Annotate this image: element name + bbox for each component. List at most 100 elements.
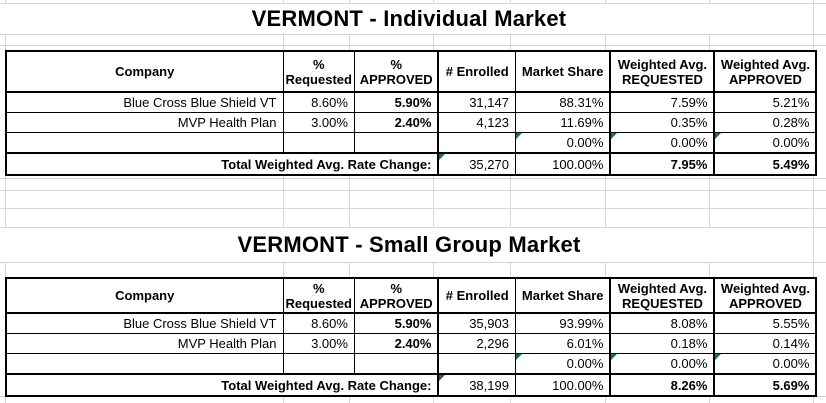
cell-enrolled[interactable]: 4,123 xyxy=(437,112,516,133)
cell-enrolled[interactable] xyxy=(437,132,516,154)
cell-weighted-requested[interactable]: 8.08% xyxy=(609,312,715,334)
gridline-v xyxy=(813,0,814,403)
cell-weighted-requested[interactable]: 0.00% xyxy=(609,353,715,375)
cell-weighted-requested[interactable]: 7.59% xyxy=(609,91,715,113)
gridline-v xyxy=(510,0,511,403)
cell-total-market-share[interactable]: 100.00% xyxy=(514,152,611,176)
cell-company[interactable]: MVP Health Plan xyxy=(5,333,284,354)
cell-market-share[interactable]: 0.00% xyxy=(514,132,611,154)
header-text: APPROVED xyxy=(359,71,433,87)
gridline-v xyxy=(433,0,434,403)
cell-value: 0.00% xyxy=(772,135,810,150)
cell-total-weighted-requested[interactable]: 8.26% xyxy=(609,373,715,397)
cell-value: 0.00% xyxy=(670,356,708,371)
cell-pct-approved[interactable] xyxy=(353,353,439,375)
cell-weighted-approved[interactable]: 5.21% xyxy=(713,91,817,113)
total-label-cell[interactable]: Total Weighted Avg. Rate Change: xyxy=(5,373,439,397)
header-text: REQUESTED xyxy=(622,295,703,311)
cell-market-share[interactable]: 11.69% xyxy=(514,112,611,133)
header-text: % xyxy=(312,56,325,72)
header-pct-requested[interactable]: % Requested xyxy=(282,277,355,314)
cell-pct-requested[interactable] xyxy=(282,132,355,154)
cell-company[interactable]: Blue Cross Blue Shield VT xyxy=(5,91,284,113)
cell-enrolled[interactable]: 2,296 xyxy=(437,333,516,354)
table-row: MVP Health Plan 3.00% 2.40% 4,123 11.69%… xyxy=(5,112,817,133)
header-enrolled[interactable]: # Enrolled xyxy=(437,277,516,314)
cell-company[interactable]: MVP Health Plan xyxy=(5,112,284,133)
cell-company[interactable] xyxy=(5,353,284,375)
cell-pct-requested[interactable]: 3.00% xyxy=(282,112,355,133)
gridline-v xyxy=(5,0,6,403)
gridline-h xyxy=(0,190,826,191)
cell-pct-approved[interactable]: 2.40% xyxy=(353,333,439,354)
cell-weighted-approved[interactable]: 0.00% xyxy=(713,132,817,154)
table-row: 0.00% 0.00% 0.00% xyxy=(5,132,817,154)
individual-market-table: Company % Requested % APPROVED # Enrolled … xyxy=(5,50,818,176)
total-label-cell[interactable]: Total Weighted Avg. Rate Change: xyxy=(5,152,439,176)
gridline-v xyxy=(605,0,606,403)
cell-market-share[interactable]: 88.31% xyxy=(514,91,611,113)
header-enrolled[interactable]: # Enrolled xyxy=(437,50,516,93)
cell-weighted-approved[interactable]: 0.00% xyxy=(713,353,817,375)
gridline-v xyxy=(349,0,350,403)
table-row: MVP Health Plan 3.00% 2.40% 2,296 6.01% … xyxy=(5,333,817,354)
header-text: % xyxy=(390,56,402,72)
cell-total-weighted-approved[interactable]: 5.49% xyxy=(713,152,817,176)
error-indicator-icon xyxy=(440,376,446,381)
cell-weighted-requested[interactable]: 0.18% xyxy=(609,333,715,354)
cell-total-weighted-approved[interactable]: 5.69% xyxy=(713,373,817,397)
header-text: % xyxy=(390,280,402,296)
table-title-individual-market[interactable]: VERMONT - Individual Market xyxy=(5,4,813,34)
cell-pct-approved[interactable] xyxy=(353,132,439,154)
cell-pct-requested[interactable] xyxy=(282,353,355,375)
header-pct-approved[interactable]: % APPROVED xyxy=(353,50,439,93)
cell-pct-approved[interactable]: 5.90% xyxy=(353,91,439,113)
header-company[interactable]: Company xyxy=(5,50,284,93)
cell-weighted-approved[interactable]: 5.55% xyxy=(713,312,817,334)
table-row: Blue Cross Blue Shield VT 8.60% 5.90% 31… xyxy=(5,91,817,113)
table-row: 0.00% 0.00% 0.00% xyxy=(5,353,817,375)
cell-weighted-approved[interactable]: 0.14% xyxy=(713,333,817,354)
cell-weighted-requested[interactable]: 0.35% xyxy=(609,112,715,133)
cell-value: 35,270 xyxy=(469,156,509,172)
cell-total-enrolled[interactable]: 38,199 xyxy=(437,373,516,397)
header-text: APPROVED xyxy=(728,71,802,87)
cell-enrolled[interactable]: 31,147 xyxy=(437,91,516,113)
header-company[interactable]: Company xyxy=(5,277,284,314)
header-weighted-approved[interactable]: Weighted Avg. APPROVED xyxy=(713,277,817,314)
header-text: # Enrolled xyxy=(445,64,509,79)
header-weighted-requested[interactable]: Weighted Avg. REQUESTED xyxy=(609,277,715,314)
header-text: Weighted Avg. xyxy=(617,56,707,72)
error-indicator-icon xyxy=(716,133,722,139)
cell-market-share[interactable]: 0.00% xyxy=(514,353,611,375)
gridline-v xyxy=(283,0,284,403)
cell-enrolled[interactable] xyxy=(437,353,516,375)
cell-pct-approved[interactable]: 5.90% xyxy=(353,312,439,334)
table-title-small-group-market[interactable]: VERMONT - Small Group Market xyxy=(5,228,813,262)
cell-total-market-share[interactable]: 100.00% xyxy=(514,373,611,397)
header-pct-approved[interactable]: % APPROVED xyxy=(353,277,439,314)
cell-total-weighted-requested[interactable]: 7.95% xyxy=(609,152,715,176)
cell-market-share[interactable]: 93.99% xyxy=(514,312,611,334)
header-market-share[interactable]: Market Share xyxy=(514,277,611,314)
header-market-share[interactable]: Market Share xyxy=(514,50,611,93)
cell-company[interactable]: Blue Cross Blue Shield VT xyxy=(5,312,284,334)
cell-pct-requested[interactable]: 3.00% xyxy=(282,333,355,354)
gridline-h xyxy=(0,262,826,263)
error-indicator-icon xyxy=(516,354,522,360)
cell-market-share[interactable]: 6.01% xyxy=(514,333,611,354)
cell-pct-approved[interactable]: 2.40% xyxy=(353,112,439,133)
cell-weighted-approved[interactable]: 0.28% xyxy=(713,112,817,133)
cell-enrolled[interactable]: 35,903 xyxy=(437,312,516,334)
header-weighted-approved[interactable]: Weighted Avg. APPROVED xyxy=(713,50,817,93)
header-text: Requested xyxy=(285,71,352,87)
cell-weighted-requested[interactable]: 0.00% xyxy=(609,132,715,154)
cell-pct-requested[interactable]: 8.60% xyxy=(282,91,355,113)
cell-pct-requested[interactable]: 8.60% xyxy=(282,312,355,334)
error-indicator-icon xyxy=(440,155,446,160)
header-pct-requested[interactable]: % Requested xyxy=(282,50,355,93)
header-weighted-requested[interactable]: Weighted Avg. REQUESTED xyxy=(609,50,715,93)
cell-total-enrolled[interactable]: 35,270 xyxy=(437,152,516,176)
cell-value: 0.00% xyxy=(670,135,708,150)
cell-company[interactable] xyxy=(5,132,284,154)
